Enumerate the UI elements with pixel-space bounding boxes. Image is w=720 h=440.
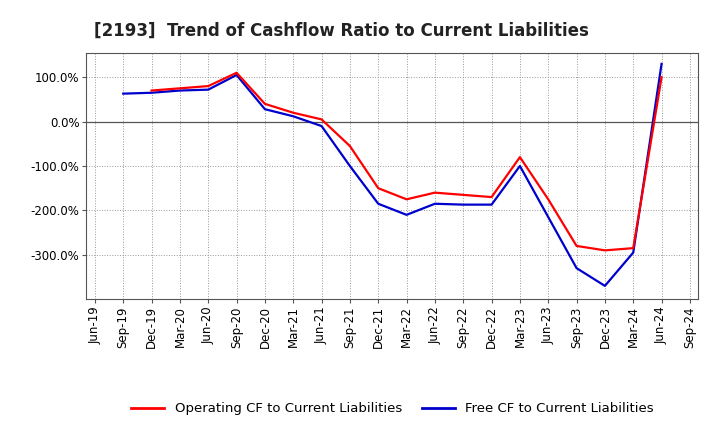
- Operating CF to Current Liabilities: [629, 246, 637, 251]
- Operating CF to Current Liabilities: [261, 101, 269, 106]
- Free CF to Current Liabilities: [402, 212, 411, 217]
- Operating CF to Current Liabilities: [431, 190, 439, 195]
- Operating CF to Current Liabilities: [318, 117, 326, 122]
- Operating CF to Current Liabilities: [204, 84, 212, 89]
- Operating CF to Current Liabilities: [233, 70, 241, 75]
- Operating CF to Current Liabilities: [544, 197, 552, 202]
- Operating CF to Current Liabilities: [289, 110, 297, 115]
- Free CF to Current Liabilities: [318, 123, 326, 128]
- Free CF to Current Liabilities: [516, 163, 524, 169]
- Free CF to Current Liabilities: [289, 114, 297, 119]
- Operating CF to Current Liabilities: [487, 194, 496, 200]
- Free CF to Current Liabilities: [176, 88, 184, 93]
- Free CF to Current Liabilities: [572, 265, 581, 271]
- Free CF to Current Liabilities: [431, 201, 439, 206]
- Text: [2193]  Trend of Cashflow Ratio to Current Liabilities: [2193] Trend of Cashflow Ratio to Curren…: [94, 22, 588, 40]
- Operating CF to Current Liabilities: [572, 243, 581, 249]
- Free CF to Current Liabilities: [544, 214, 552, 220]
- Free CF to Current Liabilities: [119, 91, 127, 96]
- Free CF to Current Liabilities: [374, 201, 382, 206]
- Free CF to Current Liabilities: [657, 61, 666, 66]
- Free CF to Current Liabilities: [204, 87, 212, 92]
- Operating CF to Current Liabilities: [346, 143, 354, 149]
- Free CF to Current Liabilities: [459, 202, 467, 207]
- Operating CF to Current Liabilities: [176, 86, 184, 91]
- Operating CF to Current Liabilities: [459, 192, 467, 198]
- Free CF to Current Liabilities: [487, 202, 496, 207]
- Line: Operating CF to Current Liabilities: Operating CF to Current Liabilities: [152, 73, 662, 250]
- Operating CF to Current Liabilities: [374, 186, 382, 191]
- Operating CF to Current Liabilities: [402, 197, 411, 202]
- Line: Free CF to Current Liabilities: Free CF to Current Liabilities: [123, 64, 662, 286]
- Free CF to Current Liabilities: [148, 90, 156, 95]
- Operating CF to Current Liabilities: [148, 88, 156, 93]
- Operating CF to Current Liabilities: [600, 248, 609, 253]
- Free CF to Current Liabilities: [233, 72, 241, 77]
- Free CF to Current Liabilities: [629, 250, 637, 255]
- Free CF to Current Liabilities: [261, 106, 269, 112]
- Free CF to Current Liabilities: [346, 163, 354, 169]
- Legend: Operating CF to Current Liabilities, Free CF to Current Liabilities: Operating CF to Current Liabilities, Fre…: [126, 397, 659, 421]
- Operating CF to Current Liabilities: [516, 154, 524, 160]
- Free CF to Current Liabilities: [600, 283, 609, 289]
- Operating CF to Current Liabilities: [657, 74, 666, 80]
